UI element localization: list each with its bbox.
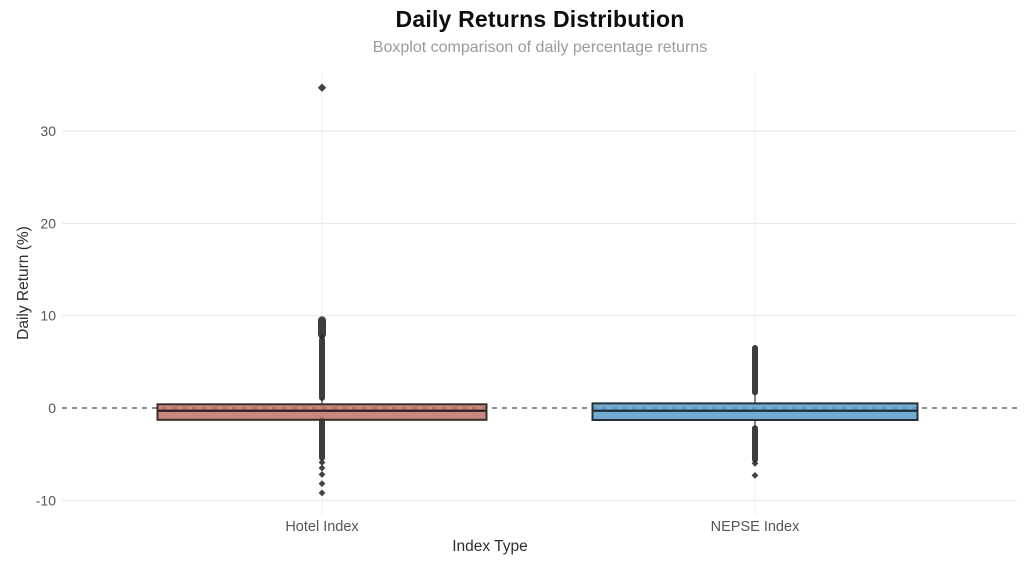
outlier-point-hotel-index <box>318 471 326 478</box>
y-tick-label: 20 <box>40 215 56 231</box>
chart-title: Daily Returns Distribution <box>395 6 685 32</box>
y-tick-label: 0 <box>48 400 56 416</box>
chart-subtitle: Boxplot comparison of daily percentage r… <box>372 39 708 56</box>
y-tick-label: -10 <box>36 492 56 508</box>
extreme-outlier-point-hotel-index <box>317 83 327 92</box>
outlier-point-hotel-index <box>318 459 326 466</box>
outlier-point-hotel-index <box>318 480 326 488</box>
x-category-label: NEPSE Index <box>711 519 800 535</box>
outlier-point-nepse-index <box>751 471 759 479</box>
box-hotel-index <box>156 403 488 421</box>
x-category-label: Hotel Index <box>285 519 359 535</box>
outlier-point-nepse-index <box>751 459 759 467</box>
y-tick-label: 10 <box>40 308 56 324</box>
y-tick-label: 30 <box>40 123 56 139</box>
outlier-point-hotel-index <box>318 333 326 341</box>
outlier-point-hotel-index <box>318 489 326 497</box>
outlier-point-hotel-index <box>318 464 326 472</box>
x-axis-title: Index Type <box>452 538 528 555</box>
